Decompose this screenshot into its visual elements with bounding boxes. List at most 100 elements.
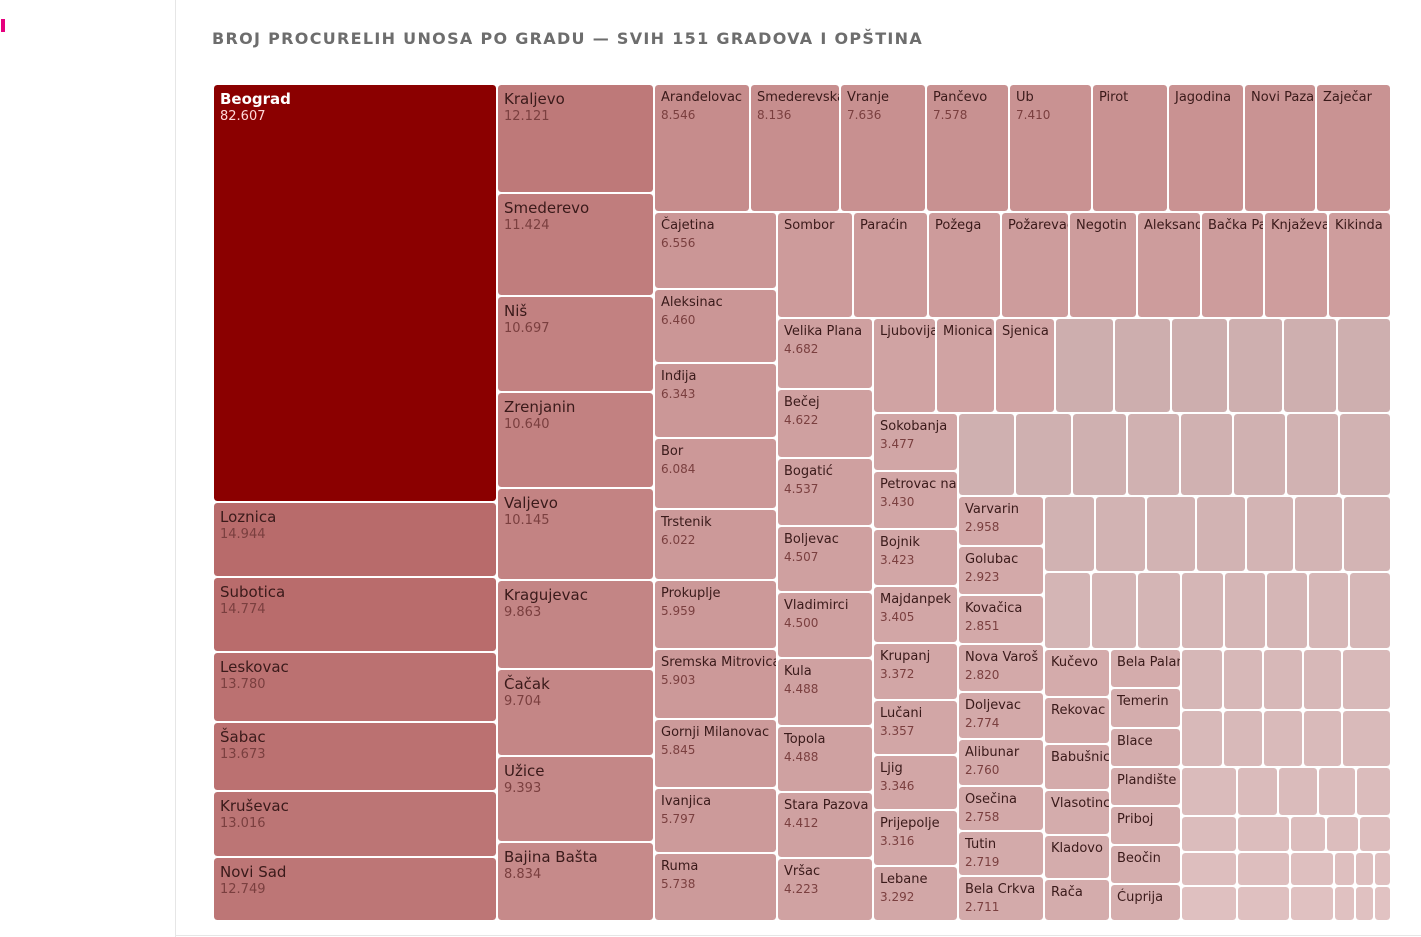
treemap-cell-varvarin[interactable]: Varvarin 2.958 xyxy=(958,496,1044,546)
treemap-cell-small[interactable] xyxy=(1228,318,1283,413)
treemap-cell-small[interactable] xyxy=(1223,710,1263,767)
treemap-cell-mionica[interactable]: Mionica xyxy=(936,318,995,413)
treemap-cell-golubac[interactable]: Golubac 2.923 xyxy=(958,546,1044,595)
treemap-cell-sombor[interactable]: Sombor xyxy=(777,212,853,318)
treemap-cell-small[interactable] xyxy=(1223,649,1263,710)
treemap-cell-zrenjanin[interactable]: Zrenjanin 10.640 xyxy=(497,392,654,488)
treemap-cell-velika-plana[interactable]: Velika Plana 4.682 xyxy=(777,318,873,389)
treemap-cell-kucevo[interactable]: Kučevo xyxy=(1044,649,1110,697)
treemap-cell-small[interactable] xyxy=(1355,852,1374,886)
treemap-cell-tutin[interactable]: Tutin 2.719 xyxy=(958,831,1044,876)
treemap-cell-small[interactable] xyxy=(1091,572,1137,649)
treemap-cell-blace[interactable]: Blace xyxy=(1110,728,1181,767)
treemap-cell-beocin[interactable]: Beočin xyxy=(1110,845,1181,884)
treemap-cell-small[interactable] xyxy=(1044,572,1091,649)
treemap-cell-small[interactable] xyxy=(1146,496,1196,572)
treemap-cell-ljig[interactable]: Ljig 3.346 xyxy=(873,755,958,810)
treemap-cell-small[interactable] xyxy=(1180,413,1233,496)
treemap-cell-small[interactable] xyxy=(1286,413,1339,496)
treemap-cell-bajina-basta[interactable]: Bajina Bašta 8.834 xyxy=(497,842,654,921)
treemap-cell-small[interactable] xyxy=(1339,413,1391,496)
treemap-cell-small[interactable] xyxy=(1181,816,1237,852)
treemap-cell-alibunar[interactable]: Alibunar 2.760 xyxy=(958,739,1044,786)
treemap-cell-small[interactable] xyxy=(1181,852,1237,886)
treemap-cell-small[interactable] xyxy=(1263,710,1303,767)
treemap-cell-nis[interactable]: Niš 10.697 xyxy=(497,296,654,392)
treemap-cell-temerin[interactable]: Temerin xyxy=(1110,688,1181,728)
treemap-cell-small[interactable] xyxy=(1374,852,1391,886)
treemap-cell-small[interactable] xyxy=(1181,886,1237,921)
treemap-cell-sremska-mitrovica[interactable]: Sremska Mitrovica 5.903 xyxy=(654,649,777,719)
treemap-cell-becej[interactable]: Bečej 4.622 xyxy=(777,389,873,458)
treemap-cell-subotica[interactable]: Subotica 14.774 xyxy=(213,577,497,652)
treemap-cell-small[interactable] xyxy=(1181,767,1237,816)
treemap-cell-aleksinac[interactable]: Aleksinac 6.460 xyxy=(654,289,777,363)
treemap-cell-majdanpek[interactable]: Majdanpek 3.405 xyxy=(873,586,958,643)
treemap-cell-jagodina[interactable]: Jagodina xyxy=(1168,84,1244,212)
treemap-cell-small[interactable] xyxy=(1114,318,1171,413)
treemap-cell-small[interactable] xyxy=(1181,649,1223,710)
treemap-cell-smederevska[interactable]: Smederevska 8.136 xyxy=(750,84,840,212)
treemap-cell-lebane[interactable]: Lebane 3.292 xyxy=(873,866,958,921)
treemap-cell-ruma[interactable]: Ruma 5.738 xyxy=(654,853,777,921)
treemap-cell-novi-sad[interactable]: Novi Sad 12.749 xyxy=(213,857,497,921)
treemap-cell-boljevac[interactable]: Boljevac 4.507 xyxy=(777,526,873,592)
treemap-cell-small[interactable] xyxy=(1343,496,1391,572)
treemap-cell-small[interactable] xyxy=(1342,710,1391,767)
treemap-cell-small[interactable] xyxy=(1137,572,1181,649)
treemap-cell-small[interactable] xyxy=(1237,852,1290,886)
treemap-cell-small[interactable] xyxy=(1326,816,1359,852)
treemap-cell-leskovac[interactable]: Leskovac 13.780 xyxy=(213,652,497,722)
treemap-cell-cacak[interactable]: Čačak 9.704 xyxy=(497,669,654,756)
treemap-cell-backa-pal[interactable]: Bačka Pal xyxy=(1201,212,1264,318)
treemap-cell-small[interactable] xyxy=(1290,816,1326,852)
treemap-cell-small[interactable] xyxy=(1290,886,1334,921)
treemap-cell-negotin[interactable]: Negotin xyxy=(1069,212,1137,318)
treemap-cell-small[interactable] xyxy=(1318,767,1356,816)
treemap-cell-small[interactable] xyxy=(1266,572,1308,649)
treemap-cell-small[interactable] xyxy=(1337,318,1391,413)
treemap-cell-small[interactable] xyxy=(1237,886,1290,921)
treemap-cell-small[interactable] xyxy=(1246,496,1294,572)
treemap-cell-beograd[interactable]: Beograd 82.607 xyxy=(213,84,497,502)
treemap-cell-pancevo[interactable]: Pančevo 7.578 xyxy=(926,84,1009,212)
treemap-cell-trstenik[interactable]: Trstenik 6.022 xyxy=(654,509,777,580)
treemap-cell-small[interactable] xyxy=(1237,767,1278,816)
treemap-cell-small[interactable] xyxy=(1181,710,1223,767)
treemap-cell-babusnica[interactable]: Babušnica xyxy=(1044,744,1110,790)
treemap-cell-osecina[interactable]: Osečina 2.758 xyxy=(958,786,1044,831)
treemap-cell-valjevo[interactable]: Valjevo 10.145 xyxy=(497,488,654,580)
treemap-cell-cajetina[interactable]: Čajetina 6.556 xyxy=(654,212,777,289)
treemap-cell-novi-pazar[interactable]: Novi Pazar xyxy=(1244,84,1316,212)
treemap-cell-lucani[interactable]: Lučani 3.357 xyxy=(873,700,958,755)
treemap-cell-vladimirci[interactable]: Vladimirci 4.500 xyxy=(777,592,873,658)
treemap-cell-small[interactable] xyxy=(1374,886,1391,921)
treemap-cell-ub[interactable]: Ub 7.410 xyxy=(1009,84,1092,212)
treemap-cell-pozega[interactable]: Požega xyxy=(928,212,1001,318)
treemap-cell-small[interactable] xyxy=(1294,496,1343,572)
treemap-cell-uzice[interactable]: Užice 9.393 xyxy=(497,756,654,842)
treemap-cell-small[interactable] xyxy=(1303,710,1342,767)
treemap-cell-small[interactable] xyxy=(1308,572,1349,649)
treemap-cell-vlasotince[interactable]: Vlasotince xyxy=(1044,790,1110,835)
treemap-cell-loznica[interactable]: Loznica 14.944 xyxy=(213,502,497,577)
treemap-cell-kikinda[interactable]: Kikinda xyxy=(1328,212,1391,318)
treemap-cell-vranje[interactable]: Vranje 7.636 xyxy=(840,84,926,212)
treemap-cell-small[interactable] xyxy=(1334,852,1355,886)
treemap-cell-smederevo[interactable]: Smederevo 11.424 xyxy=(497,193,654,296)
treemap-cell-small[interactable] xyxy=(1055,318,1114,413)
treemap-cell-small[interactable] xyxy=(1355,886,1374,921)
treemap-cell-sjenica[interactable]: Sjenica xyxy=(995,318,1055,413)
treemap-cell-stara-pazova[interactable]: Stara Pazova 4.412 xyxy=(777,792,873,858)
treemap-cell-small[interactable] xyxy=(1044,496,1095,572)
treemap-cell-ivanjica[interactable]: Ivanjica 5.797 xyxy=(654,788,777,853)
treemap-cell-priboj[interactable]: Priboj xyxy=(1110,806,1181,845)
treemap-cell-indjija[interactable]: Inđija 6.343 xyxy=(654,363,777,438)
treemap-cell-pirot[interactable]: Pirot xyxy=(1092,84,1168,212)
treemap-cell-small[interactable] xyxy=(1278,767,1318,816)
treemap-cell-small[interactable] xyxy=(1359,816,1391,852)
treemap-cell-kovacica[interactable]: Kovačica 2.851 xyxy=(958,595,1044,644)
treemap-cell-nova-varos[interactable]: Nova Varoš 2.820 xyxy=(958,644,1044,692)
treemap-cell-gornji-milanovac[interactable]: Gornji Milanovac 5.845 xyxy=(654,719,777,788)
treemap-cell-small[interactable] xyxy=(1303,649,1342,710)
